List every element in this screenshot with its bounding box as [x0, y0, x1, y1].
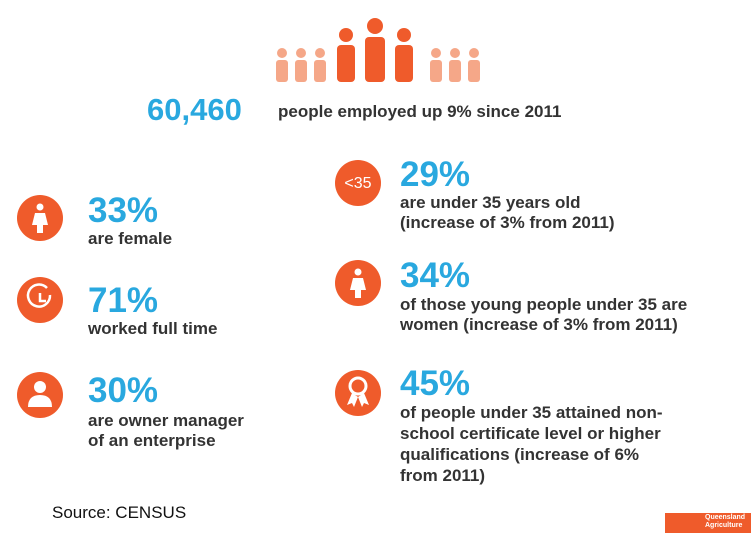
logo-text: Queensland: [705, 514, 746, 521]
award-icon: [335, 370, 381, 416]
stat-percent: 71%: [88, 281, 159, 320]
female-icon: [335, 260, 381, 306]
stat-percent: 45%: [400, 364, 471, 403]
stat-text: are under 35 years old: [400, 193, 581, 212]
stat-text: are owner manager: [88, 411, 244, 430]
stat-text: qualifications (increase of 6%: [400, 445, 640, 464]
logo-box: [665, 513, 751, 533]
stat-text: of people under 35 attained non-: [400, 403, 663, 422]
female-icon: [17, 195, 63, 241]
people-icon: [276, 18, 480, 82]
logo-text: Agriculture: [705, 522, 743, 529]
stat-percent: 33%: [88, 191, 159, 230]
headline-text: people employed up 9% since 2011: [278, 102, 562, 121]
stat-text: school certificate level or higher: [400, 424, 661, 443]
stat-text: of an enterprise: [88, 431, 216, 450]
stat-text: of those young people under 35 are: [400, 295, 688, 314]
stat-text: (increase of 3% from 2011): [400, 213, 615, 232]
headline-value: 60,460: [147, 92, 242, 127]
stat-text: worked full time: [88, 319, 218, 338]
stat-percent: 29%: [400, 155, 471, 194]
stat-text: women (increase of 3% from 2011): [400, 315, 678, 334]
stat-text: from 2011): [400, 466, 486, 485]
stat-percent: 30%: [88, 371, 159, 410]
stat-percent: 34%: [400, 256, 471, 295]
age-icon: [335, 160, 381, 206]
manager-icon: [17, 372, 63, 418]
stat-text: are female: [88, 229, 173, 248]
icon-label: <35: [344, 175, 372, 192]
source: Source: CENSUS: [52, 503, 187, 522]
clock-icon: [17, 277, 63, 323]
